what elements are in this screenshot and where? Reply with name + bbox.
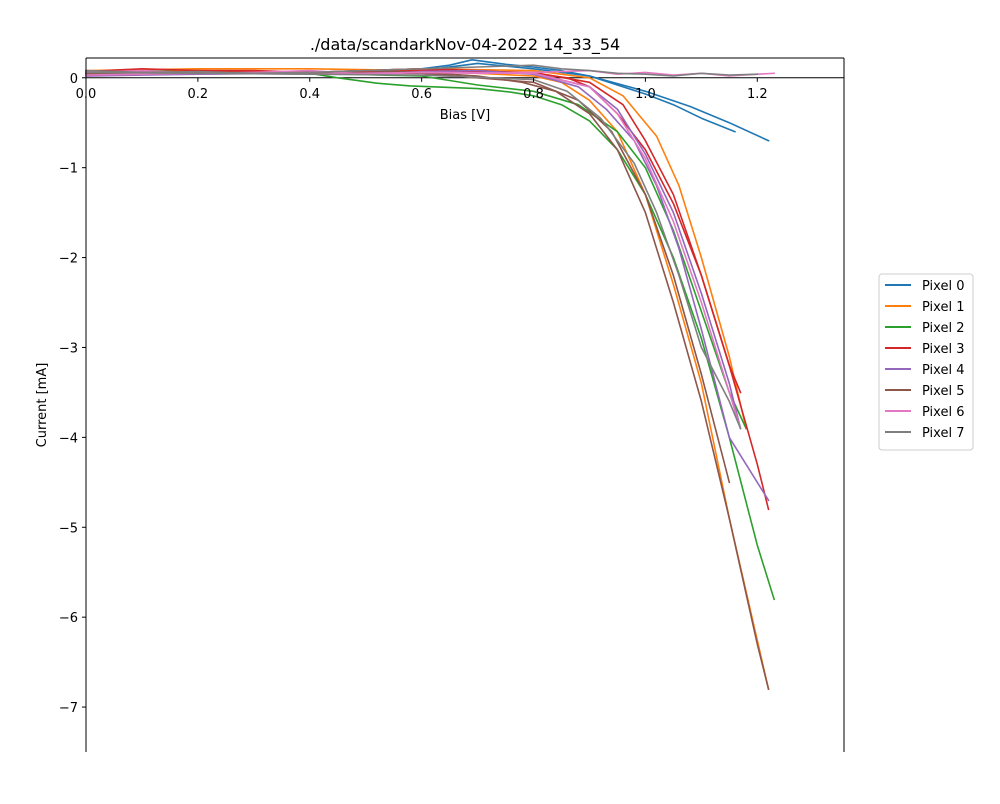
series-layer xyxy=(85,58,776,691)
legend-label: Pixel 6 xyxy=(922,405,964,420)
plot-area: 0.0 0.2 0.4 0.6 0.8 1.0 1.2 0−1−2−3−4−5−6−7 xyxy=(59,57,845,752)
legend-label: Pixel 2 xyxy=(922,321,964,336)
legend-label: Pixel 3 xyxy=(922,342,964,357)
series-line-pixel-7-sweep-0 xyxy=(85,64,759,77)
legend-label: Pixel 4 xyxy=(922,363,964,378)
y-tick-label: −1 xyxy=(59,162,78,177)
x-tick-label: 0.6 xyxy=(411,87,432,102)
x-tick-label: 0.8 xyxy=(523,87,544,102)
legend-label: Pixel 5 xyxy=(922,384,964,399)
y-tick-label: −6 xyxy=(59,611,78,626)
y-tick-label: −7 xyxy=(59,701,78,716)
legend-frame xyxy=(878,273,974,451)
x-tick-label: 1.2 xyxy=(747,87,768,102)
x-axis-label: Bias [V] xyxy=(440,108,490,123)
x-tick-label: 0.4 xyxy=(299,87,320,102)
x-tick-label: 1.0 xyxy=(635,87,656,102)
legend-label: Pixel 1 xyxy=(922,300,964,315)
legend: Pixel 0 Pixel 1 Pixel 2 Pixel 3 Pixel 4 Pixel… xyxy=(878,273,974,451)
legend-label: Pixel 7 xyxy=(922,426,964,441)
y-tick-label: −5 xyxy=(59,521,78,536)
legend-label: Pixel 0 xyxy=(922,279,964,294)
x-tick-label: 0.2 xyxy=(188,87,209,102)
y-axis-label: Current [mA] xyxy=(35,363,50,448)
chart-title: ./data/scandarkNov-04-2022 14_33_54 xyxy=(310,35,620,55)
series-line-pixel-7-sweep-1 xyxy=(85,71,742,430)
y-tick-label: −3 xyxy=(59,341,78,356)
y-tick-label: −2 xyxy=(59,252,78,267)
y-axis-ticks: 0 −1 −2 −3 −4 −5 −6 −7 xyxy=(59,72,86,716)
y-tick-label: 0 xyxy=(70,72,78,87)
series-line-pixel-1-sweep-0 xyxy=(85,68,770,691)
y-tick-label: −4 xyxy=(59,431,78,446)
